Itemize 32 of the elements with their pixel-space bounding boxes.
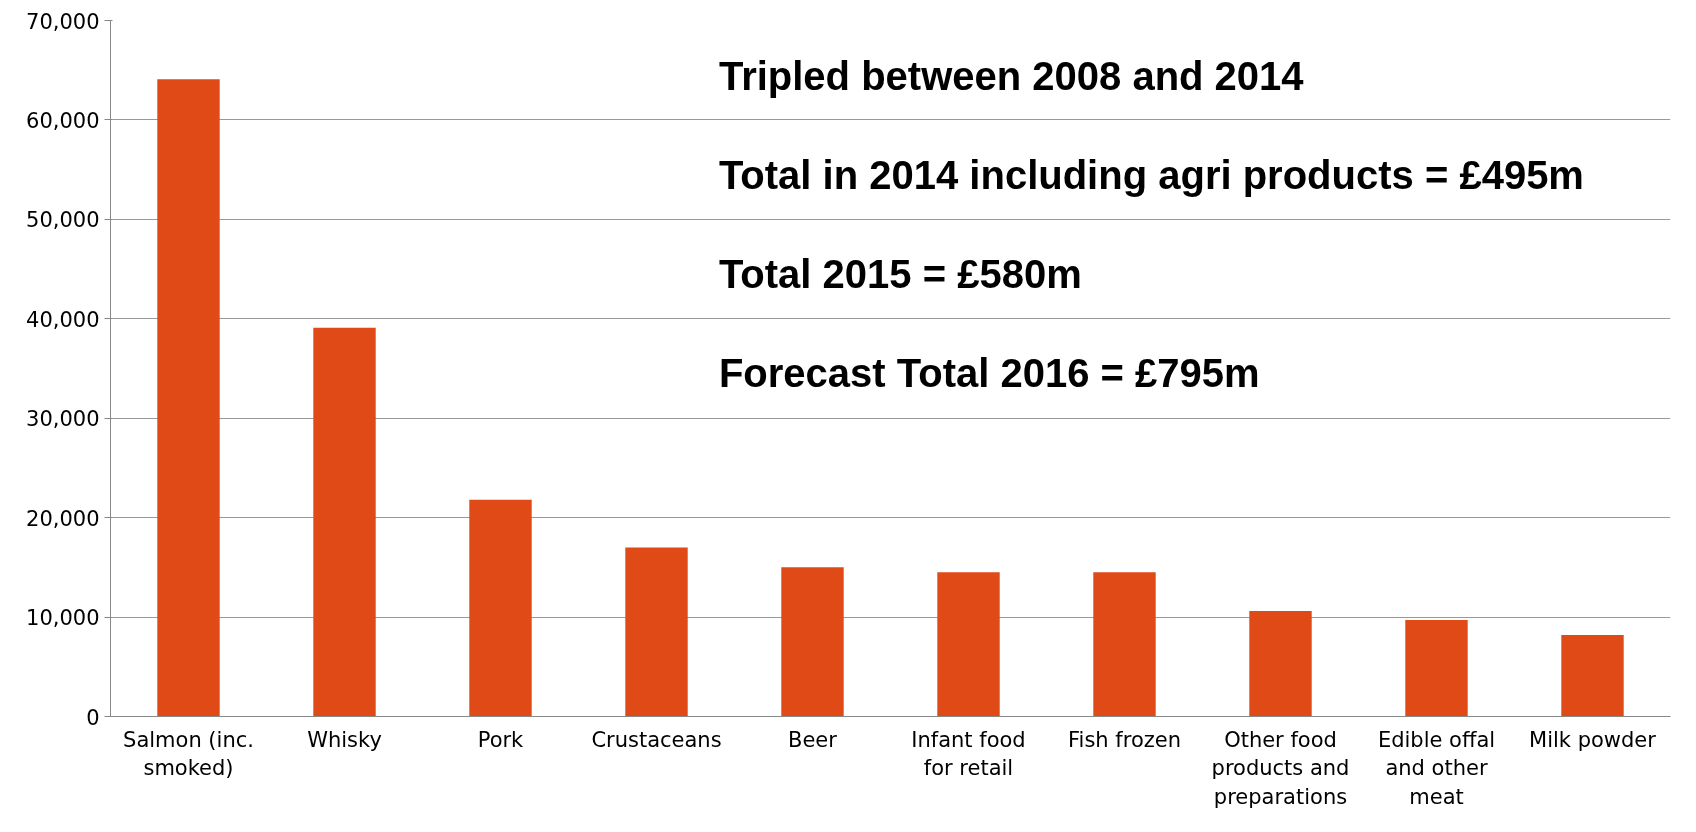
y-tick-label: 70,000 — [26, 9, 100, 34]
annotation: Tripled between 2008 and 2014 — [718, 54, 1305, 99]
annotation: Total in 2014 including agri products = £495m — [718, 153, 1584, 198]
x-tick-label: Crustaceans — [591, 727, 722, 752]
x-tick-label: Salmon (inc. smoked) — [123, 727, 254, 781]
y-tick-label: 10,000 — [26, 606, 100, 631]
y-tick-label: 50,000 — [26, 208, 100, 233]
x-tick-label: Milk powder — [1529, 727, 1657, 752]
y-tick-label: 60,000 — [26, 108, 100, 133]
bar — [469, 499, 532, 717]
bar — [1093, 572, 1156, 717]
annotation: Total 2015 = £580m — [718, 251, 1082, 296]
x-tick-label: Whisky — [307, 727, 382, 752]
x-tick-label: Edible offal and other meat — [1377, 727, 1496, 810]
x-tick-label: Other food products and preparations — [1211, 727, 1350, 810]
bar — [781, 567, 844, 717]
bar — [1249, 611, 1312, 717]
bar — [937, 572, 1000, 717]
bar — [313, 327, 376, 717]
x-tick-label: Infant food for retail — [911, 727, 1026, 781]
bar — [157, 79, 220, 717]
y-tick-label: 20,000 — [26, 506, 100, 531]
bar — [1561, 634, 1624, 717]
x-tick-label: Beer — [788, 727, 838, 752]
y-tick-label: 0 — [86, 705, 100, 730]
y-tick-label: 30,000 — [26, 407, 100, 432]
y-tick-label: 40,000 — [26, 307, 100, 332]
bar — [625, 547, 688, 717]
x-tick-label: Fish frozen — [1068, 727, 1181, 752]
x-tick-label: Pork — [477, 727, 525, 752]
bar — [1405, 620, 1468, 717]
annotation: Forecast Total 2016 = £795m — [718, 350, 1260, 395]
